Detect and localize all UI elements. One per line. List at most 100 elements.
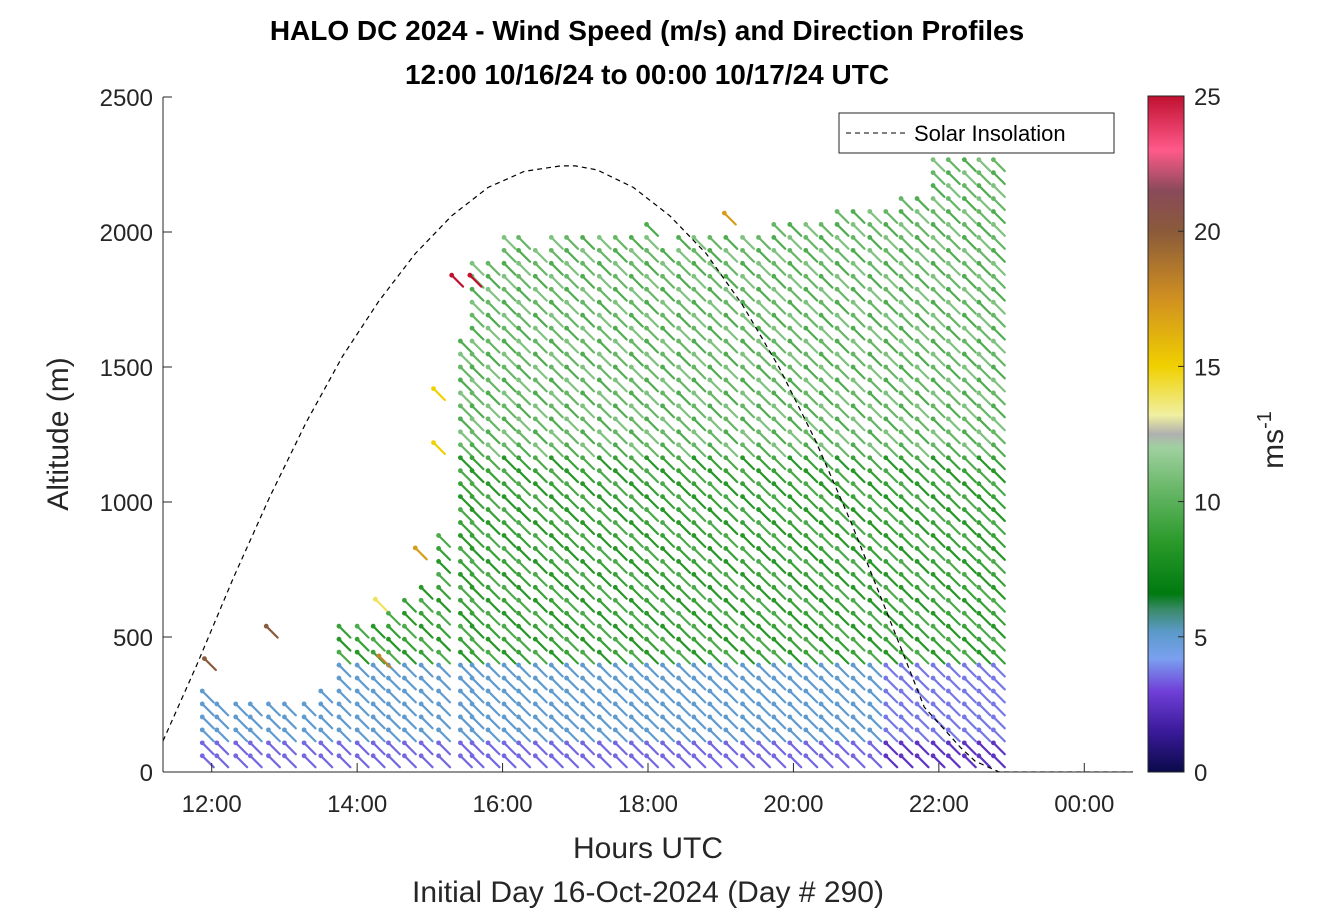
wind-barb (370, 714, 386, 730)
wind-barb (834, 312, 850, 328)
wind-barb (457, 597, 473, 613)
wind-barb (564, 377, 580, 393)
wind-barb (532, 338, 548, 354)
wind-barb (834, 649, 850, 665)
wind-barb (945, 597, 961, 613)
wind-barb (370, 623, 386, 639)
wind-barb (676, 494, 692, 510)
wind-barb (976, 364, 992, 380)
wind-barb (370, 740, 386, 756)
wind-barb (771, 351, 787, 367)
wind-barb (469, 364, 485, 380)
wind-barb (628, 338, 644, 354)
wind-barb (485, 753, 501, 769)
wind-barb (818, 390, 834, 406)
wind-barb (930, 740, 946, 756)
wind-barb (199, 701, 215, 717)
y-tick-label: 0 (140, 760, 153, 787)
wind-barb (580, 649, 596, 665)
wind-barb (803, 312, 819, 328)
wind-barb (564, 325, 580, 341)
wind-barb (914, 610, 930, 626)
wind-barb (301, 727, 317, 743)
wind-barb (787, 312, 803, 328)
wind-barb (914, 222, 930, 237)
wind-barb (469, 688, 485, 704)
wind-barb (976, 338, 992, 354)
wind-barb (532, 442, 548, 458)
wind-barb (850, 455, 866, 471)
wind-barb (883, 364, 899, 380)
wind-barb (818, 468, 834, 484)
wind-barb (883, 662, 899, 678)
wind-barb (691, 559, 707, 574)
wind-barb (867, 533, 883, 548)
wind-barb (723, 247, 739, 263)
wind-barb (834, 701, 850, 717)
wind-barb (532, 662, 548, 678)
wind-barb (676, 559, 692, 574)
wind-barb (930, 390, 946, 406)
wind-barb (834, 247, 850, 263)
wind-barb (990, 584, 1006, 600)
wind-barb (834, 559, 850, 574)
wind-barb (723, 675, 739, 691)
wind-barb (233, 727, 249, 743)
wind-barb (914, 196, 930, 212)
wind-barb (818, 701, 834, 717)
wind-barb (850, 351, 866, 367)
wind-barb (532, 481, 548, 497)
wind-barb (961, 494, 977, 510)
wind-barb (803, 740, 819, 756)
wind-barb (612, 649, 628, 665)
wind-barb (418, 714, 434, 730)
wind-barb (961, 403, 977, 419)
wind-barb (516, 312, 532, 328)
wind-barb (914, 623, 930, 639)
wind-barb (457, 714, 473, 730)
wind-barb (580, 273, 596, 289)
wind-barb (818, 429, 834, 445)
wind-barb (469, 623, 485, 639)
wind-barb (564, 442, 580, 458)
wind-barb (628, 390, 644, 406)
wind-barb (914, 533, 930, 548)
wind-barb (867, 662, 883, 678)
wind-barb (867, 507, 883, 523)
wind-barb (771, 649, 787, 665)
wind-barb (990, 688, 1006, 704)
wind-barb (818, 286, 834, 302)
wind-barb (516, 260, 532, 276)
wind-barb (612, 546, 628, 561)
wind-barb (930, 222, 946, 237)
wind-barb (564, 636, 580, 652)
wind-barb (564, 662, 580, 678)
wind-barb (756, 520, 772, 536)
wind-barb (596, 649, 612, 665)
wind-barb (740, 662, 756, 678)
wind-barb (990, 455, 1006, 471)
wind-barb (402, 597, 417, 613)
wind-barb (596, 429, 612, 445)
wind-barb (501, 299, 517, 315)
wind-barb (548, 299, 564, 315)
wind-barb-isolated (372, 596, 388, 612)
wind-barb (457, 351, 473, 367)
wind-barb (883, 714, 899, 730)
wind-barb (644, 286, 660, 302)
wind-barb (771, 546, 787, 561)
wind-barb (628, 584, 644, 600)
wind-barb (676, 507, 692, 523)
wind-barb (818, 312, 834, 328)
wind-barb (485, 273, 501, 289)
wind-barb (850, 688, 866, 704)
wind-barb (990, 196, 1006, 212)
wind-barb (930, 753, 946, 769)
wind-barb (756, 546, 772, 561)
wind-barb (628, 247, 644, 263)
wind-barb (898, 753, 914, 769)
wind-barb (930, 235, 946, 250)
wind-barb (532, 727, 548, 743)
wind-barb (548, 610, 564, 626)
wind-barb (660, 481, 676, 497)
